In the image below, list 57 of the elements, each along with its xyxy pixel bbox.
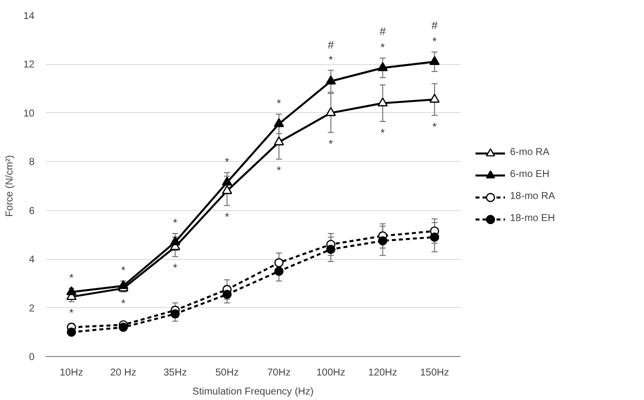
point [66,328,76,337]
point [274,136,284,146]
point [378,62,388,72]
annotation: * [432,36,438,48]
annotation: * [224,156,230,169]
annotation: * [276,165,282,178]
annotation: * [328,138,334,150]
annotation: * [276,98,282,110]
annotation: # [328,39,335,52]
point [118,322,128,332]
annotation: * [380,42,386,54]
x-tick-label: 50Hz [215,368,239,378]
annotation: * [69,308,74,320]
point [429,56,440,65]
y-tick-label: 14 [23,11,35,22]
point [326,75,336,84]
point [222,185,232,194]
legend-label: 6-mo EH [510,169,550,180]
annotation: # [380,26,387,38]
point [118,280,128,290]
y-tick-label: 0 [28,352,35,363]
y-tick-label: 12 [23,60,35,71]
x-tick-label: 70Hz [267,368,291,378]
point [326,107,336,116]
point [378,97,388,106]
legend-label: 18-mo RA [510,191,556,202]
y-tick-label: 6 [28,206,35,217]
point [66,286,77,296]
x-tick-label: 150Hz [420,368,450,378]
annotation: * [121,264,126,277]
point [274,258,284,268]
point [378,236,388,246]
annotation: * [432,121,438,134]
x-tick-label: 35Hz [164,368,187,378]
x-axis-title: Stimulation Frequency (Hz) [192,386,314,398]
point [274,266,284,276]
annotation: * [121,298,126,310]
annotation: * [173,262,178,275]
annotation: * [69,272,74,284]
y-tick-label: 8 [28,157,35,168]
x-tick-label: 10Hz [60,368,84,378]
x-tick-label: 20 Hz [110,368,136,378]
annotation: * [328,54,334,66]
legend-label: 6-mo RA [510,147,550,158]
y-tick-label: 2 [28,303,35,314]
y-axis-title: Force (N/cm²) [4,155,16,217]
annotation: # [432,20,439,32]
point [274,118,284,128]
x-tick-label: 100Hz [316,368,346,378]
annotation: * [173,217,178,230]
y-tick-label: 10 [23,108,35,120]
annotation: * [224,211,230,224]
x-tick-label: 120Hz [368,368,398,378]
legend-label: 18-mo EH [510,213,556,224]
y-tick-label: 4 [28,254,35,266]
point [429,94,440,103]
annotation: * [380,127,386,140]
